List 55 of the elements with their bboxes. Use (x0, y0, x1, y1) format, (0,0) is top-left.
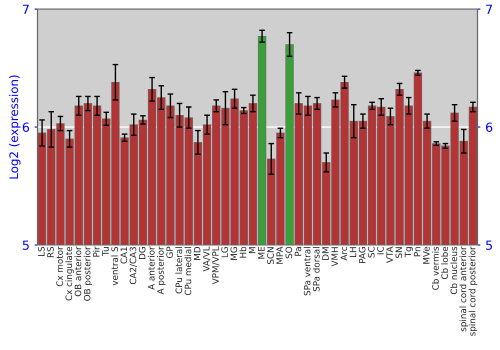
x-tick-label: Tu (102, 247, 109, 256)
x-tick-label: CA1 (120, 247, 128, 264)
x-tick-label: Cb lobe (441, 246, 448, 280)
y-tick-label: 5 (22, 240, 29, 250)
x-tick-label: VPM/VPL (212, 246, 220, 284)
x-tick-label: LH (350, 247, 356, 257)
x-tick-label: MPA (276, 246, 283, 264)
x-tick-label: Pir (92, 246, 100, 257)
x-tick-label: IC (377, 246, 384, 254)
x-tick-label: ME (258, 246, 264, 259)
y2-tick-label: 6 (486, 122, 492, 132)
x-tick-label: MG (230, 247, 238, 260)
x-tick-label: Tg (404, 247, 413, 258)
x-tick-label: ventral S (111, 246, 118, 286)
x-tick-label: Pa (294, 247, 302, 256)
x-tick-label: RS (47, 246, 54, 258)
x-tick-label: CPu lateral (175, 247, 182, 294)
x-tick-label: DG (138, 247, 146, 260)
y-axis-title: Log2 (expression) (9, 75, 21, 179)
x-tick-label: Cx motor (56, 246, 63, 286)
x-tick-label: A anterior (148, 246, 155, 290)
x-tick-label: CA2/CA3 (130, 247, 137, 284)
x-tick-label: LS (38, 246, 45, 256)
x-tick-label: MD (194, 246, 200, 260)
x-tick-label: LG (221, 247, 228, 258)
x-tick-label: M (248, 247, 256, 254)
x-tick-label: PAG (358, 247, 366, 263)
x-tick-label: spinal cord posterior (468, 246, 478, 336)
x-tick-label: SC (368, 246, 375, 258)
x-tick-label: SCN (267, 247, 274, 264)
x-tick-label: SPa ventral (304, 247, 310, 296)
x-tick-label: MVe (423, 246, 430, 264)
x-tick-label: Pn (414, 247, 420, 256)
x-tick-label: SN (396, 247, 402, 258)
y2-tick-label: 5 (486, 240, 492, 250)
x-tick-label: VTA (386, 246, 393, 263)
x-tick-label: Cb nucleus (450, 246, 458, 294)
x-tick-label: OB posterior (84, 246, 92, 301)
x-tick-label: SPa dorsal (312, 247, 320, 292)
y-tick-label: 7 (22, 4, 29, 14)
x-tick-label: Cb vermis (432, 246, 439, 290)
x-tick-label: Hb (240, 246, 246, 258)
y-tick-label: 6 (22, 122, 30, 132)
x-tick-label: Arc (340, 246, 348, 261)
x-tick-label: GP (166, 246, 173, 258)
x-tick-label: spinal cord anterior (460, 246, 468, 332)
x-tick-label: OB anterior (74, 246, 82, 296)
x-tick-label: A posterior (157, 246, 166, 294)
x-tick-label: CPu medial (184, 247, 192, 296)
x-tick-label: VMH (331, 247, 338, 266)
y2-tick-label: 7 (486, 4, 492, 14)
x-tick-label: Cx cingulate (65, 246, 74, 300)
x-tick-label: DM (322, 247, 329, 260)
x-tick-label: SO (286, 246, 292, 258)
x-tick-label: VA/VL (203, 246, 210, 272)
